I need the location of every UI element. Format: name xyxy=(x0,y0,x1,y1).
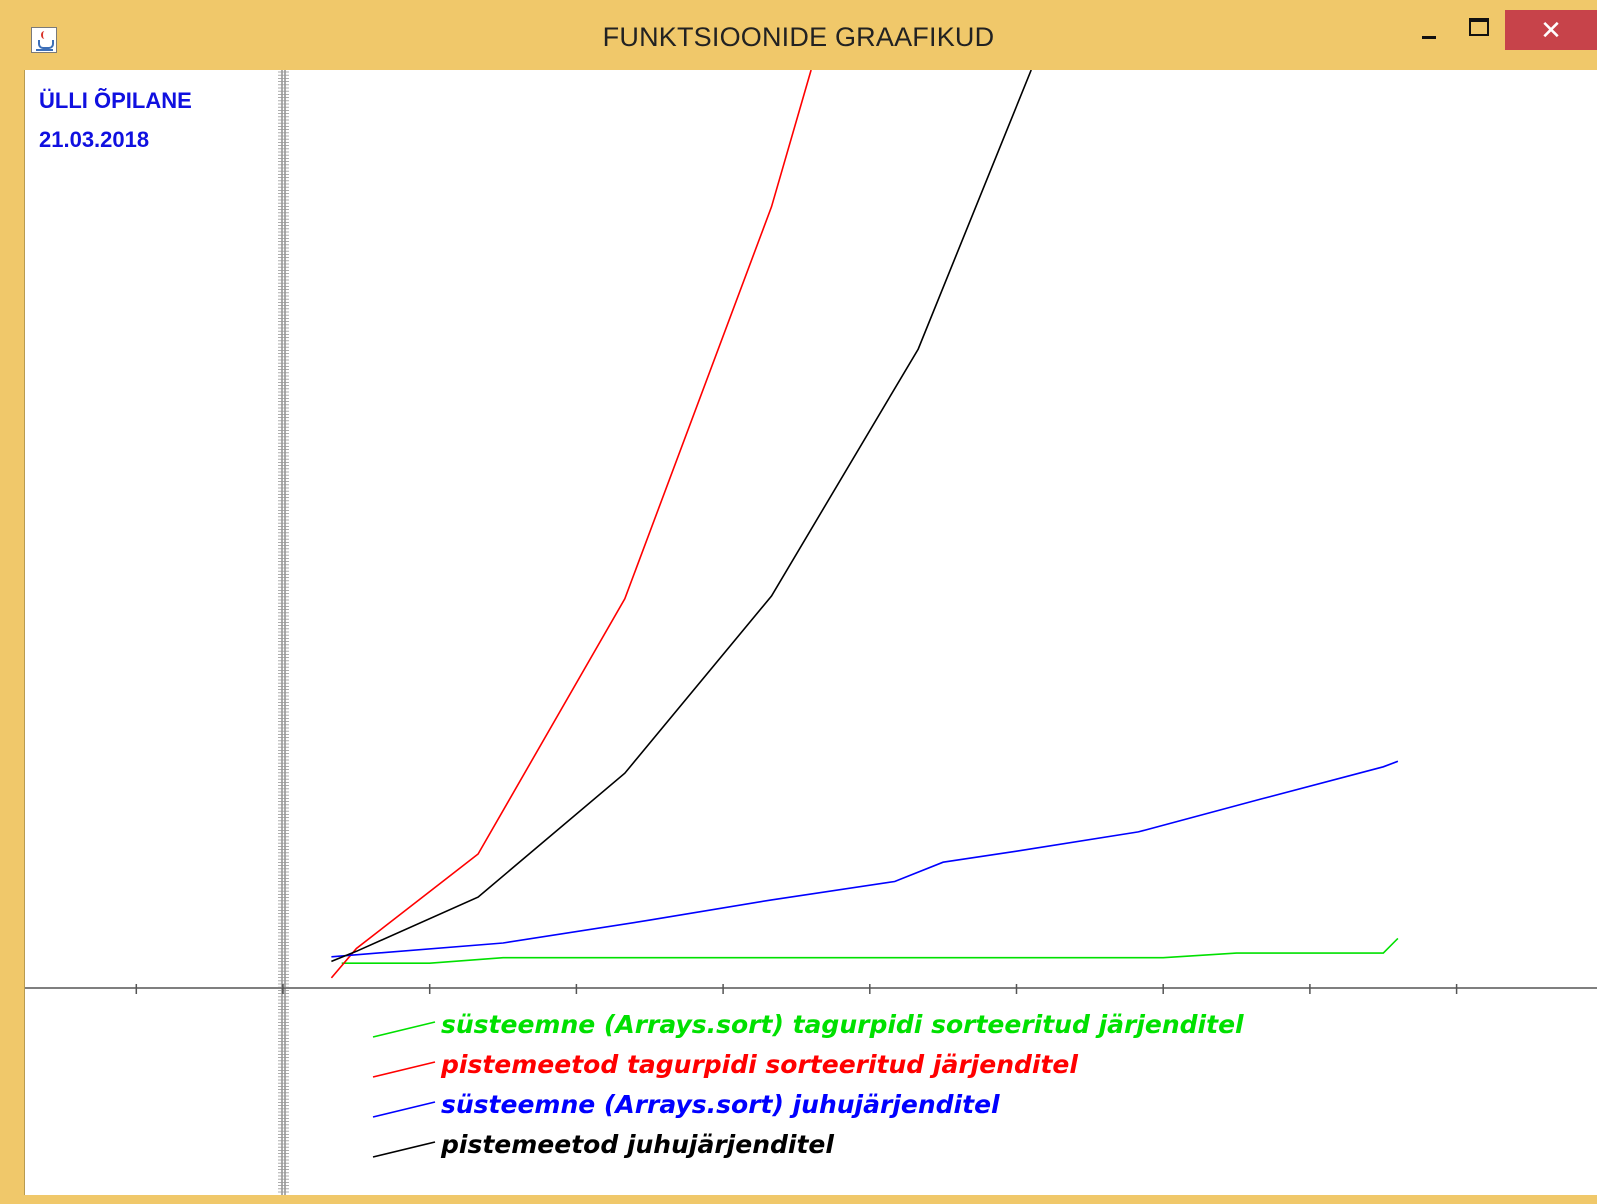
student-name-label: ÜLLI ÕPILANE xyxy=(39,88,192,113)
legend-label-3: süsteemne (Arrays.sort) juhujärjenditel xyxy=(441,1090,1000,1119)
date-label: 21.03.2018 xyxy=(39,127,150,152)
series-line-4 xyxy=(331,70,1032,963)
close-button[interactable]: ✕ xyxy=(1505,10,1597,50)
legend-swatch-2 xyxy=(372,1061,436,1078)
legend-swatch-4 xyxy=(372,1141,436,1158)
minimize-button[interactable] xyxy=(1405,10,1453,50)
maximize-icon xyxy=(1469,18,1489,36)
graph-canvas: ÜLLI ÕPILANE 21.03.2018 süsteemne (Array… xyxy=(24,70,1597,1195)
java-app-icon[interactable] xyxy=(31,27,57,53)
close-icon: ✕ xyxy=(1540,14,1562,45)
function-graph: süsteemne (Arrays.sort) tagurpidi sortee… xyxy=(25,70,1597,1195)
legend-swatch-1 xyxy=(372,1021,436,1038)
series-line-2 xyxy=(330,70,812,979)
series-line-1 xyxy=(341,937,1399,965)
minimize-icon xyxy=(1422,35,1436,39)
legend-label-2: pistemeetod tagurpidi sorteeritud järjen… xyxy=(440,1050,1078,1079)
legend-label-1: süsteemne (Arrays.sort) tagurpidi sortee… xyxy=(441,1010,1244,1039)
legend-label-4: pistemeetod juhujärjenditel xyxy=(440,1130,834,1159)
window-title: FUNKTSIOONIDE GRAAFIKUD xyxy=(602,22,995,52)
series-line-3 xyxy=(331,760,1399,958)
legend-swatch-3 xyxy=(372,1101,436,1118)
title-bar: FUNKTSIOONIDE GRAAFIKUD ✕ xyxy=(0,0,1597,70)
maximize-button[interactable] xyxy=(1455,10,1503,50)
